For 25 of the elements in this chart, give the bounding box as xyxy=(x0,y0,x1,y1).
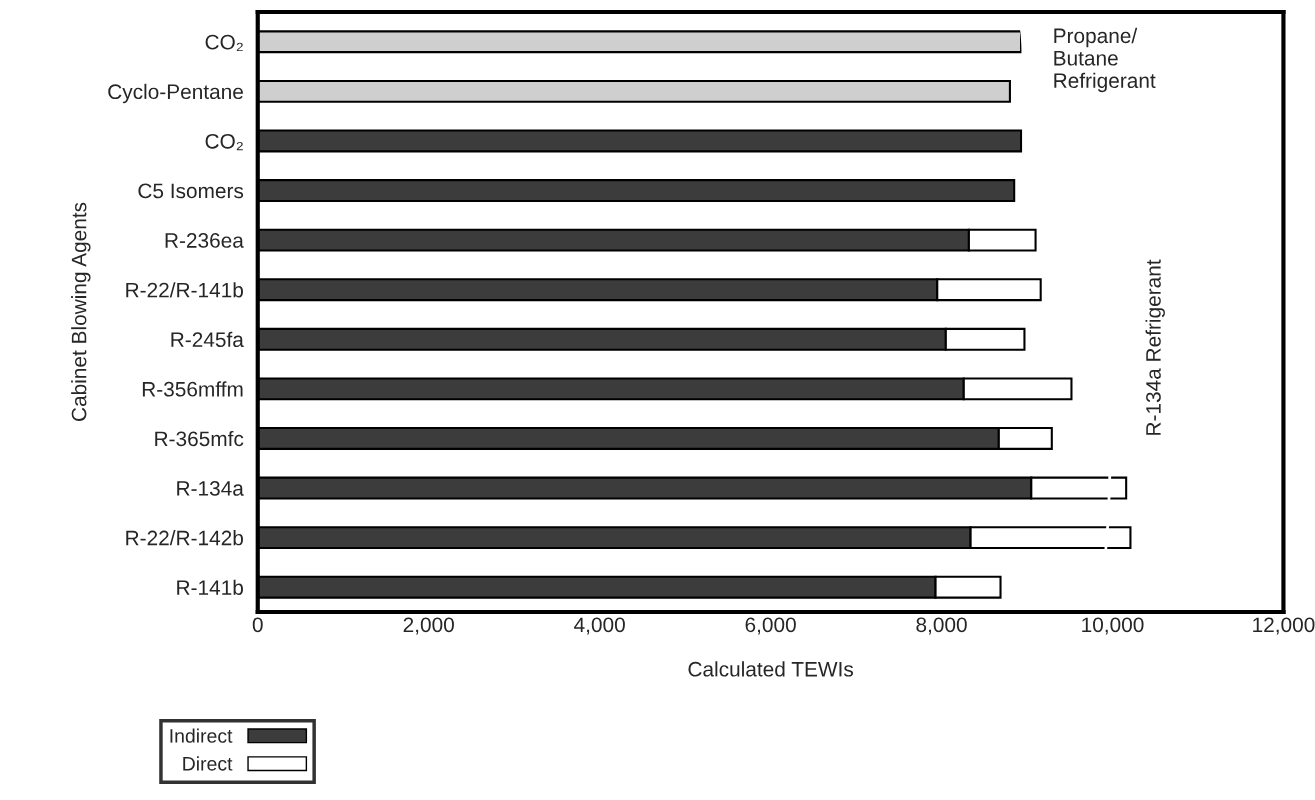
x-tick-label: 6,000 xyxy=(745,617,796,635)
y-tick-label: Cyclo-Pentane xyxy=(108,83,243,104)
y-tick-label: C5 Isomers xyxy=(138,183,244,199)
y-tick-label: R-356mffm xyxy=(142,381,243,397)
y-tick-label: CO₂ xyxy=(205,34,243,52)
x-tick-label: 0 xyxy=(252,617,263,633)
y-tick-label: R-245fa xyxy=(171,331,244,348)
annotation: R-134a Refrigerant xyxy=(1145,259,1165,435)
x-tick-label: 8,000 xyxy=(916,617,967,635)
y-tick-label: R-22/R-142b xyxy=(126,530,243,546)
y-tick-label: R-141b xyxy=(177,579,243,595)
y-axis-title: Cabinet Blowing Agents xyxy=(71,202,91,421)
legend-label: Indirect xyxy=(170,728,233,743)
y-tick-label: CO₂ xyxy=(205,133,243,151)
x-tick-label: 2,000 xyxy=(403,617,454,635)
annotation: Propane/ Butane Refrigerant xyxy=(1054,27,1156,93)
y-tick-label: R-134a xyxy=(177,481,244,496)
y-tick-label: R-236ea xyxy=(165,233,244,248)
x-axis-title: Calculated TEWIs xyxy=(688,661,854,677)
y-tick-label: R-22/R-141b xyxy=(126,282,243,298)
y-tick-label: R-365mfc xyxy=(155,430,244,447)
legend-label: Direct xyxy=(183,756,233,771)
x-tick-label: 10,000 xyxy=(1082,617,1144,635)
x-tick-label: 4,000 xyxy=(574,617,625,635)
x-tick-label: 12,000 xyxy=(1253,617,1315,635)
